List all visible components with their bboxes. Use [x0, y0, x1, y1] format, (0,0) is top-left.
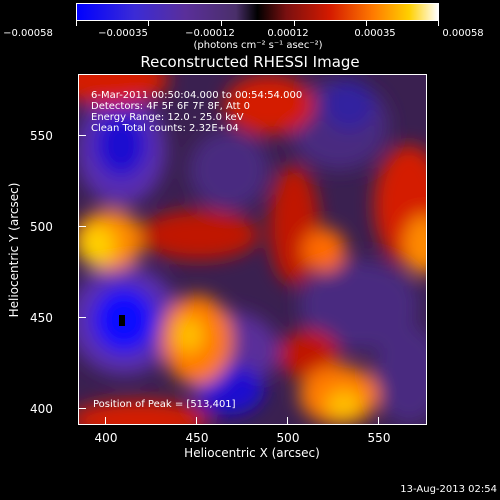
x-tick-label: 400	[94, 431, 118, 445]
colorbar-tick-label: 0.00058	[442, 28, 484, 39]
info-energy: Energy Range: 12.0 - 25.0 keV	[91, 112, 244, 123]
y-tick-label: 500	[30, 220, 53, 234]
x-tick-label: 500	[276, 431, 300, 445]
info-time-range: 6-Mar-2011 00:50:04.000 to 00:54:54.000	[91, 90, 303, 101]
colorbar-tick-mark	[221, 21, 222, 26]
y-tick-mark	[78, 317, 86, 318]
y-tick-mark	[78, 226, 86, 227]
x-tick-label: 450	[185, 431, 209, 445]
colorbar-tick-mark	[76, 21, 77, 26]
y-tick-label: 450	[30, 311, 53, 325]
min-marker	[119, 315, 125, 326]
x-tick-mark	[196, 417, 197, 425]
colorbar-tick-mark	[438, 21, 439, 26]
colorbar-tick-mark	[366, 21, 367, 26]
colorbar-tick-label: −0.00012	[185, 28, 235, 39]
x-tick-mark	[287, 417, 288, 425]
colorbar-tick-label: −0.00058	[3, 28, 53, 39]
colorbar-tick-mark	[148, 21, 149, 26]
colorbar-tick-label: 0.00012	[267, 28, 309, 39]
y-tick-mark	[78, 135, 86, 136]
x-tick-mark	[105, 417, 106, 425]
x-axis-label: Heliocentric X (arcsec)	[184, 446, 320, 460]
y-tick-label: 550	[30, 129, 53, 143]
x-tick-mark	[378, 417, 379, 425]
info-detectors: Detectors: 4F 5F 6F 7F 8F, Att 0	[91, 101, 251, 112]
footer-timestamp: 13-Aug-2013 02:54	[400, 484, 497, 495]
y-tick-label: 400	[30, 402, 53, 416]
heatmap-image	[79, 75, 426, 424]
colorbar-tick-mark	[294, 21, 295, 26]
colorbar	[76, 3, 439, 21]
heatmap-plot: 6-Mar-2011 00:50:04.000 to 00:54:54.000 …	[78, 74, 427, 425]
info-clean: Clean Total counts: 2.32E+04	[91, 123, 239, 134]
colorbar-tick-label: 0.00035	[354, 28, 396, 39]
colorbar-units: (photons cm⁻² s⁻¹ asec⁻²)	[193, 40, 323, 51]
x-tick-label: 550	[367, 431, 391, 445]
colorbar-tick-label: −0.00035	[98, 28, 148, 39]
plot-title: Reconstructed RHESSI Image	[140, 53, 360, 71]
info-peak: Position of Peak = [513,401]	[93, 399, 236, 410]
y-axis-label: Heliocentric Y (arcsec)	[7, 182, 21, 318]
y-tick-mark	[78, 408, 86, 409]
